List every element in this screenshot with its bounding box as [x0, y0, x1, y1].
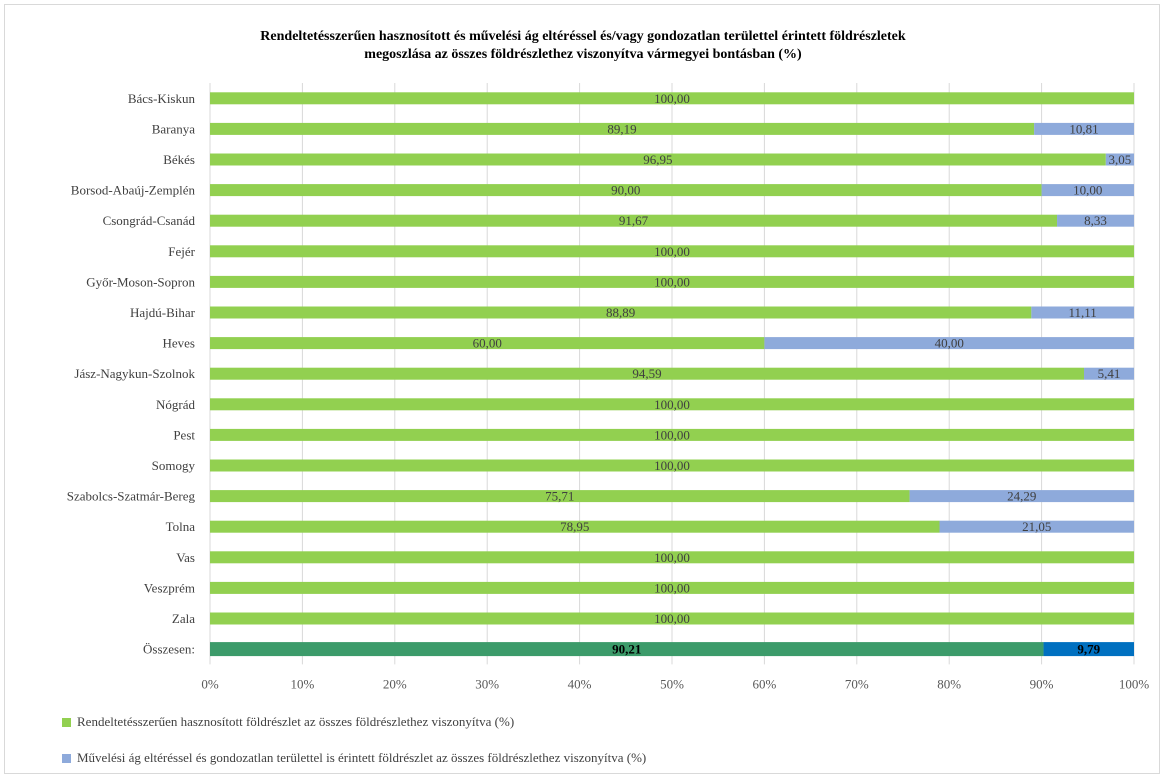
category-label: Csongrád-Csanád: [103, 213, 196, 228]
bar-series2: [1084, 367, 1134, 380]
x-tick-label: 0%: [201, 676, 219, 691]
data-label-series1: 91,67: [619, 213, 649, 228]
data-label-series1: 78,95: [560, 519, 589, 534]
data-label-series1: 94,59: [632, 366, 661, 381]
category-label: Borsod-Abaúj-Zemplén: [71, 183, 196, 198]
category-label: Hajdú-Bihar: [130, 305, 196, 320]
legend-label-1: Rendeltetésszerűen hasznosított földrész…: [77, 714, 515, 729]
category-label: Pest: [173, 427, 195, 442]
data-label-series2: 24,29: [1007, 489, 1036, 504]
bar-series1: [210, 428, 1134, 441]
category-label: Békés: [163, 152, 195, 167]
data-label-series1: 100,00: [654, 580, 690, 595]
category-label: Zala: [172, 611, 195, 626]
category-label: Somogy: [152, 458, 196, 473]
chart-title-line1: Rendeltetésszerűen hasznosított és művel…: [260, 29, 906, 44]
bar-series1: [210, 306, 1032, 319]
data-label-series2: 8,33: [1084, 213, 1107, 228]
bar-series2: [1041, 184, 1134, 197]
bar-series1: [210, 398, 1134, 411]
bar-series1: [210, 275, 1134, 288]
data-label-series2: 5,41: [1098, 366, 1121, 381]
x-tick-label: 30%: [475, 676, 499, 691]
chart-title-line2: megoszlása az összes földrészlethez visz…: [364, 47, 802, 62]
data-label-series1: 90,21: [612, 642, 641, 657]
data-label-series2: 9,79: [1077, 642, 1100, 657]
category-label: Bács-Kiskun: [128, 91, 196, 106]
data-label-series1: 90,00: [611, 183, 640, 198]
data-label-series1: 60,00: [473, 336, 502, 351]
x-tick-label: 100%: [1119, 676, 1150, 691]
data-label-series1: 100,00: [654, 397, 690, 412]
x-tick-label: 20%: [383, 676, 407, 691]
legend-item-2: Művelési ág eltéréssel és gondozatlan te…: [62, 750, 646, 766]
bar-series2: [1031, 306, 1134, 319]
data-label-series1: 88,89: [606, 305, 635, 320]
bar-series2: [1105, 153, 1134, 166]
data-label-series2: 21,05: [1022, 519, 1051, 534]
data-label-series1: 75,71: [545, 489, 574, 504]
bar-series2: [1043, 642, 1134, 657]
legend-label-2: Művelési ág eltéréssel és gondozatlan te…: [77, 750, 647, 765]
bar-series1: [210, 642, 1044, 657]
category-label: Vas: [176, 550, 195, 565]
data-label-series1: 100,00: [654, 550, 690, 565]
bar-series1: [210, 612, 1134, 625]
category-label: Nógrád: [156, 397, 195, 412]
legend-swatch-2: [62, 753, 71, 763]
category-label: Összesen:: [143, 642, 195, 657]
data-label-series1: 100,00: [654, 611, 690, 626]
x-tick-label: 10%: [290, 676, 314, 691]
bar-series2: [939, 520, 1134, 533]
bar-series1: [210, 367, 1085, 380]
data-label-series2: 3,05: [1109, 152, 1132, 167]
data-label-series1: 100,00: [654, 91, 690, 106]
x-tick-label: 50%: [660, 676, 684, 691]
legend-swatch-1: [62, 717, 71, 727]
bar-series2: [1034, 122, 1134, 135]
category-label: Jász-Nagykun-Szolnok: [74, 366, 195, 381]
bar-series1: [210, 184, 1042, 197]
data-label-series1: 100,00: [654, 244, 690, 259]
data-label-series2: 11,11: [1069, 305, 1097, 320]
data-label-series2: 10,81: [1069, 121, 1098, 136]
category-label: Fejér: [168, 244, 195, 259]
data-label-series1: 89,19: [607, 121, 636, 136]
x-tick-label: 40%: [568, 676, 592, 691]
bar-series1: [210, 245, 1134, 258]
bar-series1: [210, 122, 1035, 135]
x-tick-label: 60%: [752, 676, 776, 691]
bar-series2: [764, 337, 1134, 350]
bar-series1: [210, 92, 1134, 105]
bar-series2: [1057, 214, 1134, 227]
bar-series1: [210, 581, 1134, 594]
data-label-series1: 96,95: [643, 152, 672, 167]
bar-series2: [909, 490, 1134, 503]
data-label-series2: 40,00: [935, 336, 964, 351]
data-label-series1: 100,00: [654, 458, 690, 473]
bar-series1: [210, 214, 1058, 227]
bar-series1: [210, 551, 1134, 564]
bar-series1: [210, 490, 910, 503]
bar-series1: [210, 520, 940, 533]
category-label: Győr-Moson-Sopron: [86, 274, 195, 289]
category-label: Veszprém: [144, 580, 195, 595]
chart-title: Rendeltetésszerűen hasznosított és művel…: [0, 28, 1166, 64]
bar-series1: [210, 153, 1106, 166]
x-tick-label: 70%: [845, 676, 869, 691]
category-label: Tolna: [166, 519, 196, 534]
category-label: Szabolcs-Szatmár-Bereg: [67, 489, 196, 504]
data-label-series2: 10,00: [1073, 183, 1102, 198]
data-label-series1: 100,00: [654, 427, 690, 442]
data-label-series1: 100,00: [654, 274, 690, 289]
x-tick-label: 80%: [937, 676, 961, 691]
category-label: Baranya: [152, 121, 196, 136]
category-label: Heves: [163, 336, 196, 351]
x-tick-label: 90%: [1030, 676, 1054, 691]
legend-item-1: Rendeltetésszerűen hasznosított földrész…: [62, 714, 514, 730]
bar-series1: [210, 459, 1134, 472]
bar-series1: [210, 337, 765, 350]
